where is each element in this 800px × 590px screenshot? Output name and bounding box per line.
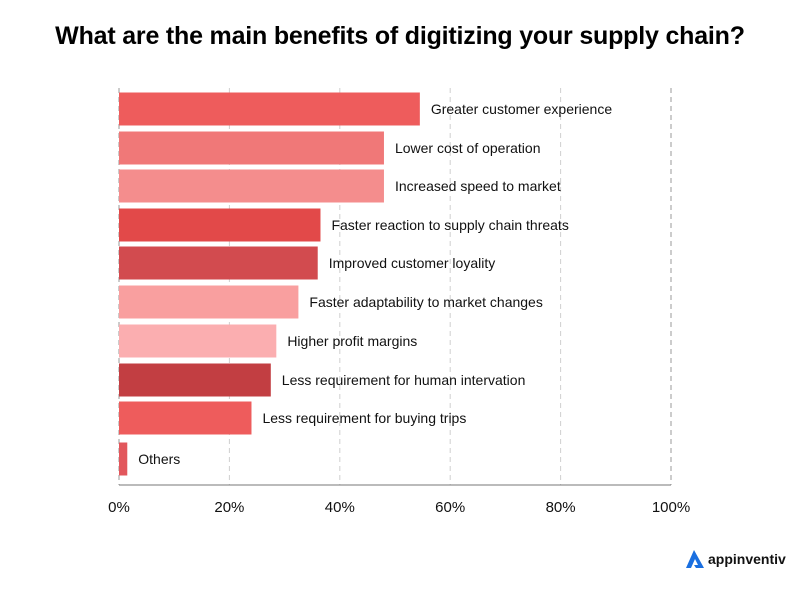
bar — [119, 285, 299, 319]
bar — [119, 442, 128, 476]
bar-category-label: Increased speed to market — [395, 178, 561, 194]
bar — [119, 246, 318, 280]
bar-category-label: Lower cost of operation — [395, 140, 541, 156]
bar-category-label: Less requirement for buying trips — [262, 410, 466, 426]
bar — [119, 208, 321, 242]
bar — [119, 401, 252, 435]
bar-category-label: Greater customer experience — [431, 101, 613, 117]
bar — [119, 92, 420, 126]
x-tick-label: 80% — [546, 499, 576, 516]
bar-category-label: Less requirement for human intervation — [282, 372, 526, 388]
bar-category-label: Faster reaction to supply chain threats — [331, 217, 568, 233]
bar — [119, 363, 271, 397]
appinventiv-logo-icon — [686, 550, 704, 568]
bar-category-label: Improved customer loyality — [329, 255, 496, 271]
bar — [119, 169, 384, 203]
bar — [119, 324, 277, 358]
bar-category-label: Higher profit margins — [287, 333, 417, 349]
x-tick-label: 100% — [652, 499, 690, 516]
brand-name: appinventiv — [708, 551, 786, 567]
bar-category-label: Faster adaptability to market changes — [309, 294, 542, 310]
x-tick-label: 0% — [108, 499, 130, 516]
x-tick-label: 20% — [214, 499, 244, 516]
brand-logo: appinventiv — [684, 549, 786, 569]
bar — [119, 131, 384, 165]
chart-title: What are the main benefits of digitizing… — [55, 22, 745, 50]
x-tick-label: 60% — [435, 499, 465, 516]
x-tick-label: 40% — [325, 499, 355, 516]
bar-category-label: Others — [138, 451, 180, 467]
